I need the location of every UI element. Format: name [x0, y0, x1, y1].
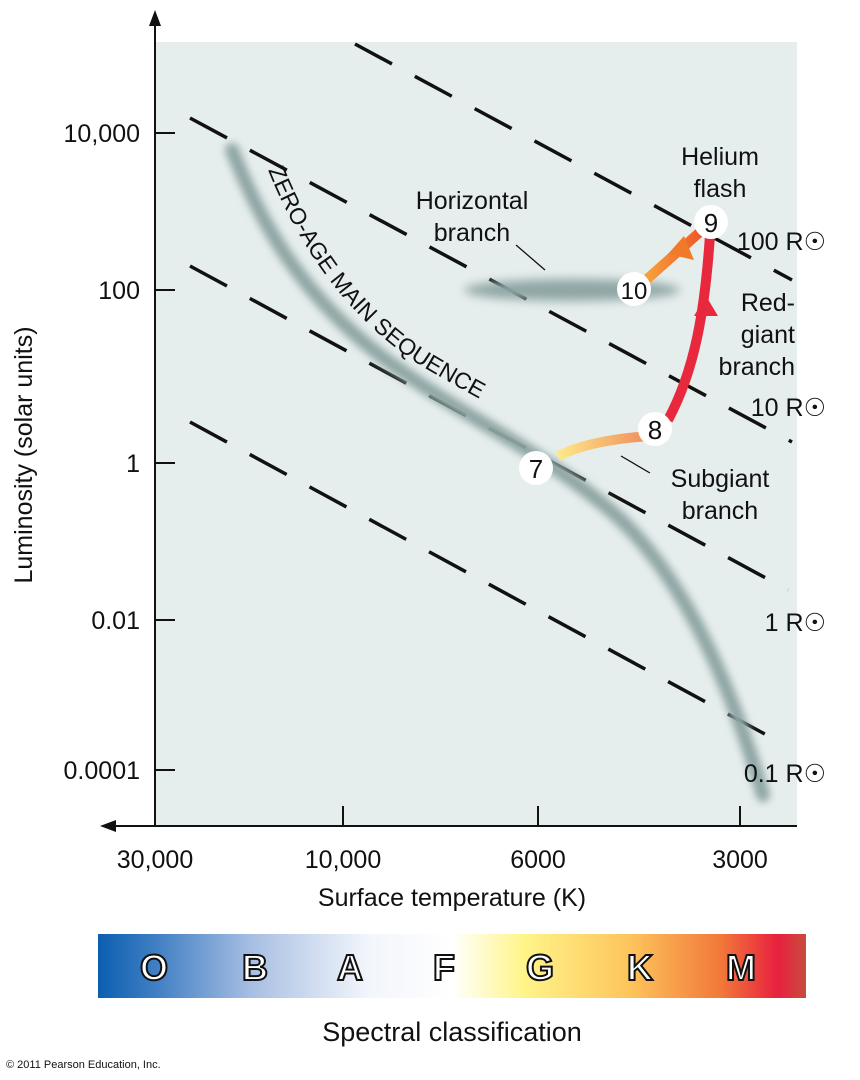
subgiant-leader: [620, 455, 651, 474]
helium-flash-track: [642, 228, 704, 284]
horizontal-branch-leader: [515, 244, 546, 271]
x-axis-arrow-icon: [100, 820, 116, 832]
stage-7: 7: [519, 451, 553, 485]
stage-9: 9: [694, 205, 728, 239]
x-tick-label: 3000: [712, 846, 768, 874]
spectral-class-f: F: [433, 947, 455, 988]
radius-label-10: 10 R☉: [751, 394, 826, 422]
x-tick-label: 6000: [510, 846, 566, 874]
radius-line-0.1: [189, 420, 786, 747]
y-tick-label: 0.0001: [64, 757, 140, 785]
y-tick-label: 1: [126, 450, 140, 478]
helium-flash-label-1: Helium: [681, 143, 759, 171]
stage-8: 8: [638, 412, 672, 446]
radius-label-100: 100 R☉: [737, 228, 826, 256]
spectral-class-g: G: [526, 947, 554, 988]
main-sequence-band: [225, 143, 770, 802]
x-ticks: [342, 806, 741, 826]
svg-text:9: 9: [704, 208, 718, 238]
copyright: © 2011 Pearson Education, Inc.: [6, 1059, 161, 1071]
svg-text:7: 7: [529, 454, 543, 484]
spectral-class-b: B: [242, 947, 268, 988]
red-giant-label-2: giant: [741, 321, 795, 349]
red-giant-arrowhead: [694, 296, 718, 316]
spectral-classes: O B A F G K M: [139, 946, 757, 989]
spectral-class-k: K: [627, 947, 653, 988]
radius-label-0.1: 0.1 R☉: [744, 760, 826, 788]
red-giant-label-1: Red-: [741, 289, 795, 317]
spectral-class-o: O: [140, 947, 168, 988]
spectral-class-m: M: [726, 947, 756, 988]
radius-label-1: 1 R☉: [765, 609, 826, 637]
red-giant-label-3: branch: [719, 353, 795, 381]
y-axis-arrow-icon: [149, 10, 161, 26]
subgiant-label-1: Subgiant: [671, 465, 770, 493]
subgiant-track: [555, 431, 651, 461]
y-tick-label: 10,000: [64, 120, 140, 148]
x-axis-label: Surface temperature (K): [318, 884, 586, 912]
spectral-bar: [98, 934, 806, 998]
spectral-class-a: A: [337, 947, 363, 988]
x-tick-label: 10,000: [305, 846, 381, 874]
y-axis-label: Luminosity (solar units): [10, 326, 38, 583]
y-tick-label: 100: [98, 277, 140, 305]
radius-line-10: [189, 116, 793, 444]
helium-flash-label-2: flash: [694, 175, 747, 203]
svg-text:10: 10: [621, 278, 648, 305]
svg-text:8: 8: [648, 415, 662, 445]
horizontal-branch-label-2: branch: [434, 219, 510, 247]
y-ticks: [155, 132, 175, 771]
y-tick-label: 0.01: [91, 607, 140, 635]
radius-line-100: [354, 42, 793, 282]
spectral-label: Spectral classification: [322, 1017, 582, 1047]
x-tick-label: 30,000: [117, 846, 193, 874]
subgiant-label-2: branch: [682, 497, 758, 525]
helium-flash-arrowhead: [668, 236, 694, 260]
horizontal-branch-label-1: Horizontal: [416, 187, 529, 215]
stage-10: 10: [617, 272, 651, 306]
red-giant-track: [663, 234, 715, 423]
